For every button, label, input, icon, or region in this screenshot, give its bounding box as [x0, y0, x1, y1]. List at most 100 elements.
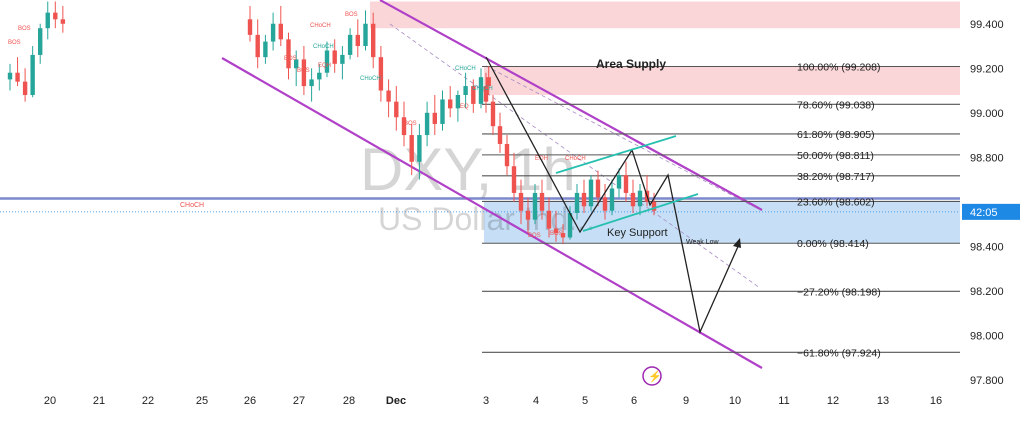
- candle-6: [53, 1, 58, 29]
- candle-body: [263, 41, 268, 58]
- fib-label-2: 61.80% (98.905): [797, 129, 875, 141]
- x-tick-label-7: Dec: [386, 395, 406, 407]
- current-price-tag: [962, 203, 1020, 220]
- watermark-name: US Dollar Ind...: [378, 201, 595, 237]
- candle-64: [651, 192, 657, 216]
- candle-0: [7, 63, 13, 91]
- candle-body: [595, 179, 601, 198]
- candle-body: [497, 126, 503, 144]
- candle-body: [602, 197, 608, 211]
- candle-38: [478, 68, 484, 109]
- candle-12: [278, 5, 283, 47]
- structure-label-11: CHoCH: [472, 86, 493, 92]
- candle-15: [301, 46, 307, 95]
- candle-23: [363, 10, 368, 51]
- candle-body: [394, 101, 399, 118]
- candle-body: [294, 59, 299, 69]
- x-tick-label-3: 25: [196, 395, 208, 407]
- candle-body: [553, 228, 559, 234]
- event-badge-circle: [642, 366, 662, 386]
- candle-47: [532, 184, 538, 225]
- area-supply-label: Area Supply: [596, 57, 666, 71]
- fib-label-3: 50.00% (98.811): [797, 150, 874, 162]
- candle-62: [637, 184, 643, 216]
- candle-body: [317, 72, 322, 80]
- structure-label-9: CHoCH: [455, 66, 476, 72]
- candle-body: [7, 72, 13, 80]
- candle-7: [60, 5, 66, 33]
- candle-body: [355, 34, 360, 47]
- candle-body: [637, 190, 643, 207]
- candle-body: [22, 81, 28, 95]
- x-tick-label-4: 26: [244, 395, 256, 407]
- structure-label-3: BOS: [345, 12, 358, 18]
- candle-body: [532, 192, 538, 220]
- candle-body: [53, 12, 58, 20]
- candle-body: [417, 135, 422, 162]
- y-tick-label-2: 98.200: [970, 286, 1004, 298]
- weak-low-label: Weak Low: [686, 239, 719, 246]
- channel-upper-line: [379, 0, 763, 211]
- candle-37: [471, 79, 476, 113]
- candle-body: [546, 210, 552, 229]
- candle-26: [386, 79, 391, 118]
- candle-body: [567, 212, 573, 238]
- zigzag-projection: [485, 56, 741, 335]
- candle-body: [247, 19, 253, 35]
- candle-43: [504, 135, 510, 176]
- x-tick-label-8: 3: [483, 395, 489, 407]
- candle-45: [518, 179, 524, 225]
- candle-60: [623, 161, 629, 202]
- y-tick-label-6: 99.000: [970, 108, 1004, 120]
- candle-1: [15, 57, 20, 87]
- x-tick-label-17: 16: [930, 395, 942, 407]
- candle-59: [616, 168, 622, 198]
- structure-label-15: BOS: [550, 231, 563, 237]
- candle-20: [340, 46, 345, 80]
- candle-body: [347, 34, 353, 55]
- candle-55: [588, 175, 594, 211]
- y-tick-label-1: 98.000: [970, 330, 1004, 342]
- candle-body: [432, 112, 437, 124]
- candle-31: [424, 101, 430, 147]
- candle-18: [324, 41, 330, 78]
- candle-24: [371, 12, 376, 69]
- candle-34: [448, 86, 453, 118]
- candle-body: [378, 57, 384, 91]
- candle-body: [471, 86, 476, 104]
- structure-label-choch-left: CHoCH: [180, 202, 204, 209]
- candle-body: [309, 79, 314, 87]
- zone-band-1: [370, 1, 960, 29]
- zone-area-supply: [484, 66, 960, 95]
- candle-52: [567, 206, 573, 240]
- structure-label-10: EQ: [460, 104, 469, 110]
- structure-label-13: BOS: [528, 233, 541, 239]
- candle-body: [60, 19, 66, 24]
- candle-35: [455, 90, 461, 122]
- candle-body: [38, 28, 43, 55]
- candle-42: [497, 112, 503, 153]
- candle-body: [286, 39, 291, 69]
- y-tick-label-3: 98.400: [970, 241, 1004, 253]
- structure-label-14: CHoCH: [565, 156, 586, 162]
- candle-body: [525, 210, 531, 220]
- structure-label-2: CHoCH: [310, 23, 331, 29]
- candle-body: [270, 23, 276, 42]
- candle-58: [609, 179, 615, 216]
- candle-36: [463, 72, 468, 109]
- candle-56: [595, 170, 601, 207]
- candle-body: [581, 192, 587, 207]
- candle-body: [386, 90, 391, 102]
- y-tick-label-0: 97.800: [970, 375, 1004, 387]
- candle-48: [539, 179, 545, 220]
- fib-label-0: 100.00% (99.208): [797, 61, 880, 73]
- x-tick-label-16: 13: [877, 395, 889, 407]
- candle-5: [45, 1, 50, 40]
- candle-body: [15, 72, 20, 82]
- fib-label-6: 0.00% (98.414): [797, 238, 869, 250]
- candle-body: [448, 99, 453, 109]
- candle-body: [278, 23, 283, 40]
- candle-body: [440, 99, 445, 124]
